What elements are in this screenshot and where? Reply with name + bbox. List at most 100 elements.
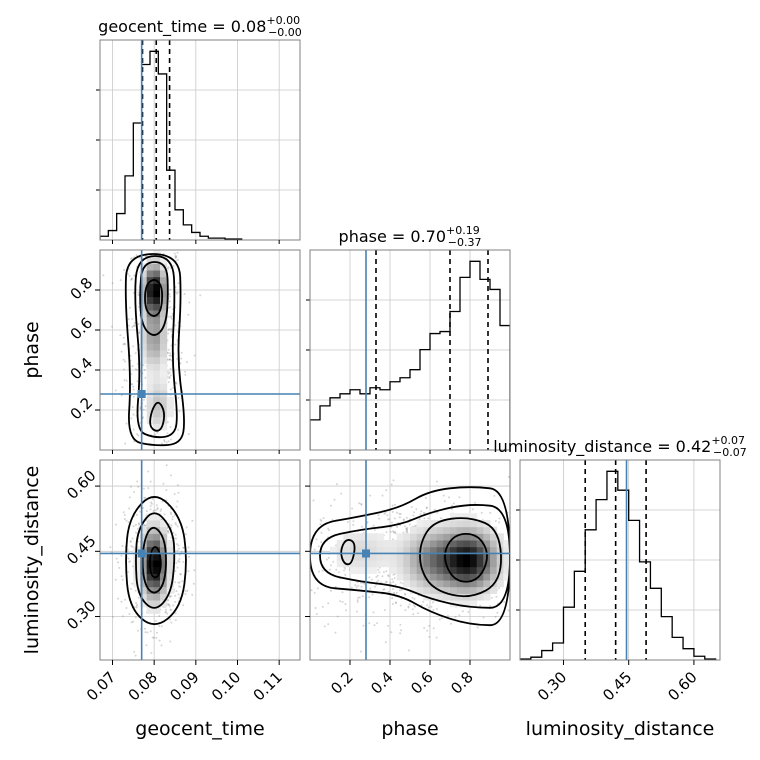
density-cell xyxy=(423,546,431,554)
sample-point xyxy=(330,589,333,592)
sample-point xyxy=(169,288,172,291)
sample-point xyxy=(144,497,147,499)
density-cell xyxy=(153,513,161,521)
sample-point xyxy=(129,306,132,309)
histogram-phase xyxy=(310,260,510,450)
sample-point xyxy=(150,501,153,504)
sample-point xyxy=(400,629,403,632)
density-cell xyxy=(423,586,431,594)
density-cell xyxy=(423,533,431,541)
density-cell xyxy=(140,343,148,351)
sample-point xyxy=(165,441,168,444)
sample-point xyxy=(193,451,195,453)
sample-point xyxy=(167,603,170,606)
density-cell xyxy=(160,383,168,391)
sample-point xyxy=(169,295,172,298)
density-cell xyxy=(166,403,174,411)
xtick-label-phase-1: 0.4 xyxy=(367,668,397,698)
sample-point xyxy=(411,608,414,611)
sample-point xyxy=(391,510,394,513)
density-cell xyxy=(166,566,174,574)
density-cell xyxy=(343,546,351,554)
sample-point xyxy=(398,589,401,592)
sample-point xyxy=(436,511,439,514)
sample-point xyxy=(392,479,395,482)
sample-point xyxy=(378,517,381,520)
sample-point xyxy=(139,256,142,259)
density-cell xyxy=(160,553,168,561)
density-cell xyxy=(140,310,148,318)
sample-point xyxy=(174,570,177,572)
sample-point xyxy=(167,352,169,354)
density-cell xyxy=(146,256,154,264)
sample-point xyxy=(390,483,393,486)
sample-point xyxy=(174,522,177,525)
sample-point xyxy=(143,627,146,630)
sample-point xyxy=(183,225,185,227)
sample-point xyxy=(427,517,430,520)
sample-point xyxy=(129,541,132,543)
density-cell xyxy=(390,566,398,574)
density-cell xyxy=(160,343,168,351)
sample-point xyxy=(169,438,172,441)
sample-point xyxy=(428,624,431,627)
sample-point xyxy=(345,609,347,612)
density-cell xyxy=(490,566,498,574)
sample-point xyxy=(341,600,344,603)
sample-point xyxy=(419,513,422,516)
sample-point xyxy=(515,543,517,545)
sample-point xyxy=(413,511,416,514)
sample-point xyxy=(127,318,130,321)
sample-point xyxy=(160,518,163,521)
sample-point xyxy=(524,571,526,573)
sample-point xyxy=(176,484,179,487)
sample-point xyxy=(155,636,158,639)
sample-point xyxy=(174,324,177,327)
density-cell xyxy=(153,580,161,588)
sample-point xyxy=(174,612,177,615)
sample-point xyxy=(448,496,450,499)
sample-point xyxy=(370,578,373,581)
density-cell xyxy=(160,423,168,431)
density-cell xyxy=(430,560,438,568)
density-cell xyxy=(490,553,498,561)
sample-point xyxy=(150,221,152,223)
density-cell xyxy=(370,546,378,554)
sample-point xyxy=(498,517,501,520)
sample-point xyxy=(443,500,446,503)
sample-point xyxy=(458,614,461,617)
sample-point xyxy=(482,616,485,619)
sample-point xyxy=(173,252,176,255)
sample-point xyxy=(476,626,479,629)
sample-point xyxy=(412,514,415,517)
sample-point xyxy=(373,624,376,627)
density-cell xyxy=(410,566,418,574)
sample-point xyxy=(169,640,172,643)
sample-point xyxy=(187,313,190,316)
density-cell xyxy=(350,566,358,574)
sample-point xyxy=(512,556,514,558)
sample-point xyxy=(132,413,135,416)
xtick-label-luminosity_distance-2: 0.60 xyxy=(664,668,700,704)
sample-point xyxy=(493,494,496,497)
sample-point xyxy=(283,587,285,589)
density-cell xyxy=(443,540,451,548)
sample-point xyxy=(150,652,153,654)
density-cell xyxy=(436,526,444,534)
density-cell xyxy=(140,290,148,298)
sample-point xyxy=(131,317,134,320)
density-cell xyxy=(140,350,148,358)
sample-point xyxy=(251,520,253,522)
sample-point xyxy=(355,586,358,589)
density-cell xyxy=(450,593,458,601)
sample-point xyxy=(144,631,147,634)
sample-point xyxy=(387,624,390,627)
density-cell xyxy=(416,540,424,548)
sample-point xyxy=(391,597,394,600)
sample-point xyxy=(413,597,416,600)
density-cell xyxy=(140,270,148,278)
sample-point xyxy=(341,591,344,594)
sample-point xyxy=(405,530,408,533)
sample-point xyxy=(498,521,501,524)
density-cell xyxy=(166,580,174,588)
